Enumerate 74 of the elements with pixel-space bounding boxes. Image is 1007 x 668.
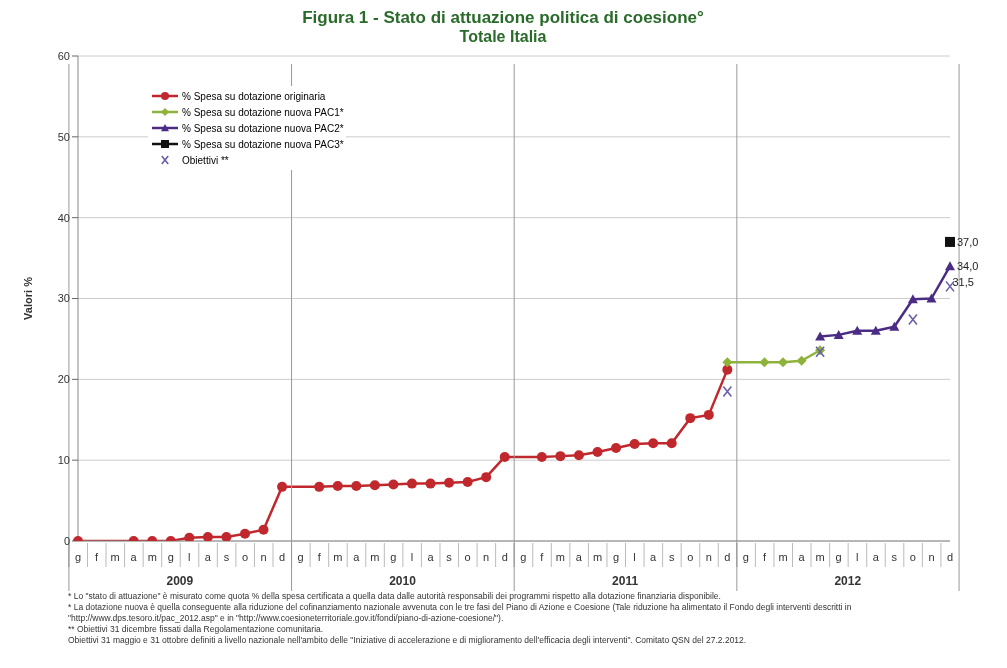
x-tick-label: s [891, 551, 898, 563]
x-tick-label: n [705, 551, 712, 563]
x-tick-label: g [167, 551, 174, 563]
x-tick-label: g [835, 551, 842, 563]
text: 2012 [834, 574, 862, 588]
x-tick-label: d [724, 551, 731, 563]
data-label: 31,5 [952, 275, 974, 288]
x-tick-label: g [742, 551, 749, 563]
x-tick-label: m [110, 551, 120, 563]
x-tick-label: l [856, 551, 859, 563]
x-tick-label: s [668, 551, 675, 563]
y-tick-label: 60 [57, 49, 70, 62]
x-tick-label: m [555, 551, 565, 563]
x-tick-label: f [540, 551, 545, 563]
legend-label: % Spesa su dotazione nuova PAC1* [182, 106, 344, 118]
x-tick-label: o [241, 551, 249, 563]
x-tick-label: n [483, 551, 490, 563]
data-label: 37,0 [957, 235, 979, 248]
x-tick-label: m [370, 551, 380, 563]
text: ** Obiettivi 31 dicembre fissati dalla Regolamentazione comunitaria. [68, 624, 325, 635]
text: * La dotazione nuova è quella conseguente alla riduzione del cofinanziamento nazionale avvenuta con le tre fasi del Piano di Azione e Coesione (Tale riduzione ha alimentato il Fondo degli interventi descritti in "http://www.dps.tesoro.it/pac_2012.asp" e in "http://www.coesioneterritoriale.gov.it/fondi/piano-di-azione-coesione/"). [68, 602, 853, 624]
text: * Lo "stato di attuazione" è misurato come quota % della spesa certificata a quella data dalle autorità responsabili dei programmi rispetto alla dotazione finanziaria disponibile. [68, 591, 722, 602]
x-tick-label: a [872, 551, 880, 563]
chart-title: Figura 1 - Stato di attuazione politica di coesione° [301, 8, 705, 28]
x-tick-label: g [74, 551, 82, 563]
x-tick-label: s [223, 551, 230, 563]
legend-label: Obiettivi ** [182, 154, 229, 166]
x-tick-label: g [390, 551, 397, 563]
x-tick-label: m [333, 551, 343, 563]
x-tick-label: n [928, 551, 935, 563]
x-tick-label: a [204, 551, 212, 563]
x-tick-label: g [612, 551, 620, 563]
x-tick-label: f [317, 551, 322, 563]
x-tick-label: l [633, 551, 636, 563]
text: Obiettivi 31 maggio e 31 ottobre definiti a livello nazionale nell'ambito delle "Iniziative di accelerazione e di miglioramento dell'efficacia degli interventi". Comitato QSN del 27.2.2012. [68, 635, 748, 646]
y-tick-label: 10 [57, 454, 70, 467]
text: 2009 [166, 574, 194, 588]
x-tick-label: a [353, 551, 361, 563]
y-tick-label: 20 [57, 373, 70, 386]
x-tick-label: g [297, 551, 304, 563]
x-tick-label: g [520, 551, 527, 563]
legend-label: % Spesa su dotazione nuova PAC3* [182, 138, 344, 150]
x-tick-label: a [575, 551, 583, 563]
x-tick-label: d [501, 551, 508, 563]
chart-subtitle: Totale Italia [458, 28, 548, 46]
y-axis-title: Valori % [21, 276, 34, 320]
x-tick-label: m [815, 551, 825, 563]
x-tick-label: l [410, 551, 414, 563]
y-tick-label: 40 [57, 211, 70, 224]
x-tick-label: f [95, 551, 100, 563]
legend-label: % Spesa su dotazione nuova PAC2* [182, 122, 344, 134]
x-tick-label: m [778, 551, 788, 563]
text: 2010 [389, 574, 417, 588]
y-tick-label: 0 [63, 534, 70, 547]
x-tick-label: o [464, 551, 471, 563]
x-tick-label: l [188, 551, 191, 563]
x-tick-label: o [909, 551, 916, 563]
x-tick-label: m [592, 551, 603, 563]
legend-label: % Spesa su dotazione originaria [182, 90, 326, 102]
y-tick-label: 50 [57, 130, 70, 143]
y-tick-label: 30 [57, 292, 70, 305]
x-tick-label: a [427, 551, 435, 563]
x-tick-label: a [650, 551, 658, 563]
x-tick-label: d [279, 551, 286, 563]
x-tick-label: m [147, 551, 157, 563]
x-tick-label: d [946, 551, 954, 563]
data-label: 34,0 [957, 260, 979, 273]
x-tick-label: a [798, 551, 806, 563]
x-tick-label: o [687, 551, 694, 563]
x-tick-label: f [762, 551, 767, 563]
text: 2011 [612, 574, 639, 588]
x-tick-label: s [446, 551, 453, 563]
x-tick-label: a [130, 551, 138, 563]
x-tick-label: n [260, 551, 267, 563]
